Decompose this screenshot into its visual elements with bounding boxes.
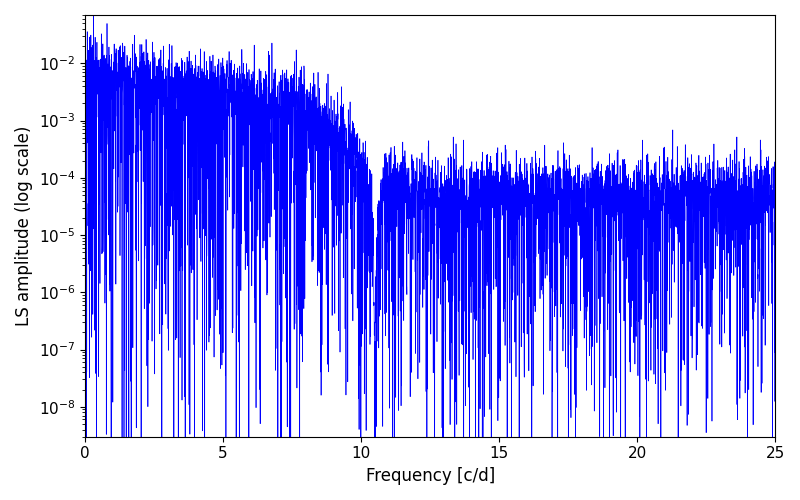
- Y-axis label: LS amplitude (log scale): LS amplitude (log scale): [15, 126, 33, 326]
- X-axis label: Frequency [c/d]: Frequency [c/d]: [366, 467, 494, 485]
